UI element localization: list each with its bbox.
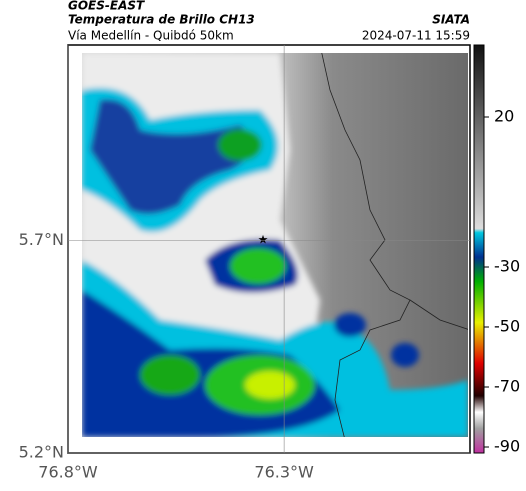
y-tick-label: 5.7°N — [19, 230, 64, 249]
satellite-image: ★ — [82, 53, 468, 437]
y-tick-label: 5.2°N — [19, 443, 64, 462]
source: GOES-EAST — [68, 0, 145, 13]
svg-text:★: ★ — [258, 233, 269, 247]
x-tick-label: 76.3°W — [254, 463, 314, 482]
subtitle: Vía Medellín - Quibdó 50km — [68, 29, 234, 43]
title: Temperatura de Brillo CH13 — [68, 13, 255, 27]
colorbar-tick-label: 20 — [494, 107, 514, 126]
colorbar-tick-label: -50 — [494, 317, 520, 336]
x-tick-label: 76.8°W — [38, 463, 98, 482]
colorbar — [473, 44, 485, 454]
colorbar-tick-label: -30 — [494, 257, 520, 276]
brand: SIATA — [432, 13, 470, 27]
colorbar-tick-label: -90 — [494, 437, 520, 456]
datetime: 2024-07-11 15:59 — [362, 29, 470, 43]
colorbar-tick-label: -70 — [494, 377, 520, 396]
